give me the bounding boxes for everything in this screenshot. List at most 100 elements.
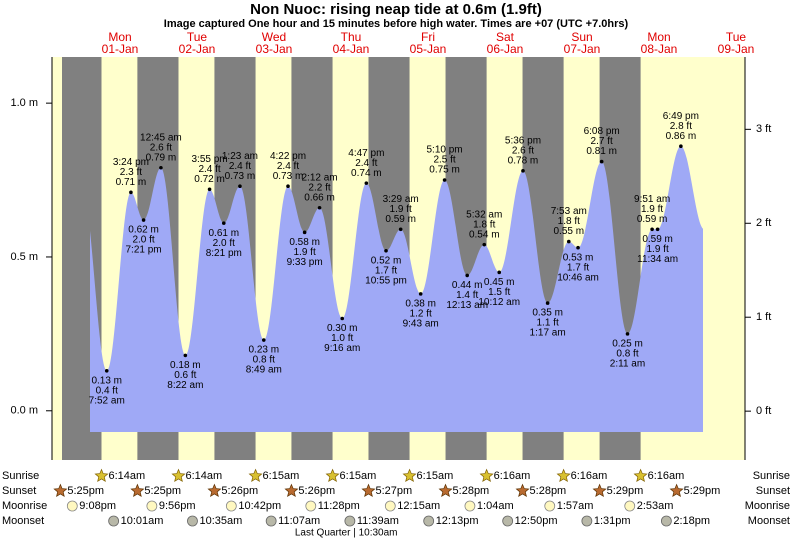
tide-point [221,221,226,225]
sunset-icon [53,483,68,498]
tide-label: 7:21 pm [126,245,162,256]
sun-set-time: 5:28pm [453,485,490,497]
y2-tick-label: 2 ft [756,217,771,229]
sunset-icon [207,483,222,498]
moonset-icon [660,515,672,527]
tide-label: 9:33 pm [287,257,323,268]
moonset-icon [344,515,356,527]
tide-label: 0.75 m [429,165,460,176]
tide-label: 1.7 ft [567,262,589,273]
tide-label: 1.8 ft [558,216,580,227]
sunset-icon [284,483,299,498]
tide-label: 0.55 m [554,226,585,237]
tide-label: 8:49 am [246,365,282,376]
tide-label: 1.0 ft [331,333,353,344]
tide-label: 12:13 am [446,300,488,311]
moon-set-time: 1:31pm [594,515,631,527]
day-name: Fri [421,30,435,44]
tide-label: 0.73 m [273,171,304,182]
day-date: 02-Jan [179,42,216,56]
chart-subtitle: Image captured One hour and 15 minutes b… [164,18,629,30]
tide-point [302,230,307,235]
day-name: Mon [108,30,131,44]
sunset-icon [361,483,376,498]
tide-label: 9:43 am [403,319,439,330]
y2-tick-label: 1 ft [756,311,771,323]
sun-set-time: 5:29pm [684,485,721,497]
tide-label: 10:46 am [557,272,599,283]
moonrise-icon [66,500,78,512]
tide-label: 10:55 pm [365,275,407,286]
tide-label: 0.73 m [225,171,256,182]
tide-point [442,178,447,182]
day-name: Sun [571,30,592,44]
tide-point [521,169,525,173]
tide-label: 2.3 ft [120,167,142,178]
sunrise-icon [479,468,494,483]
tide-label: 8:22 am [167,380,203,391]
sun-rise-time: 6:16am [571,470,608,482]
sun-set-row-label: Sunset [2,485,36,497]
tide-label: 2.0 ft [132,235,154,246]
tide-label: 6:49 pm [663,111,699,122]
sunrise-icon [248,468,263,483]
sunrise-icon [633,468,648,483]
sunrise-icon [325,468,340,483]
tide-label: 5:32 am [466,209,502,220]
moon-rise-time: 9:56pm [159,500,196,512]
day-date: 08-Jan [641,42,678,56]
day-date: 05-Jan [410,42,447,56]
tide-label: 2.2 ft [308,182,330,193]
tide-label: 2.4 ft [355,158,377,169]
tide-label: 2.8 ft [670,121,692,132]
moonrise-icon [384,500,396,512]
tide-label: 0.71 m [116,177,147,188]
tide-label: 1:23 am [222,151,258,162]
moon-set-time: 10:01am [121,515,164,527]
tide-label: 0.8 ft [616,349,638,360]
tide-label: 1.9 ft [390,204,412,215]
day-date: 04-Jan [333,42,370,56]
moon-set-time: 10:35am [199,515,242,527]
tide-point [340,316,345,321]
sun-rise-time: 6:16am [494,470,531,482]
sun-set-time: 5:28pm [530,485,567,497]
tide-point [679,144,683,149]
tide-point [599,159,604,164]
moon-rise-time: 11:28pm [318,500,360,512]
tide-label: 0.23 m [248,345,279,356]
tide-label: 3:55 pm [191,154,227,165]
sun-rise-row-label: Sunrise [2,470,39,482]
moonset-icon [502,515,514,527]
tide-label: 0.59 m [385,214,416,225]
tide-label: 0.35 m [532,308,563,319]
tide-label: 3:24 pm [113,157,149,168]
tide-label: 2:12 am [301,172,337,183]
tide-label: 0.18 m [170,360,201,371]
tide-point [545,301,550,305]
tide-label: 1.9 ft [641,204,663,215]
moon-rise-time: 10:42pm [238,500,281,512]
tide-label: 0.66 m [304,192,335,203]
sunset-icon [592,483,607,498]
tide-point [238,184,242,189]
tide-label: 0.30 m [327,323,358,334]
tide-point [207,187,212,192]
tide-label: 1.5 ft [488,287,510,298]
tide-point [482,242,487,247]
tide-label: 4:47 pm [348,148,384,159]
tide-label: 0.79 m [146,152,177,163]
sunset-icon [669,483,684,498]
moonset-icon [187,515,198,527]
tide-label: 0.86 m [666,131,697,142]
moon-set-time: 11:39am [357,515,399,527]
tide-label: 0.72 m [194,174,225,185]
sunrise-icon [94,468,109,483]
day-name: Wed [262,30,286,44]
tide-label: 6:08 pm [584,126,620,137]
tide-point [104,368,109,373]
moonrise-icon [225,500,237,512]
tide-label: 0.58 m [289,237,320,248]
sun-set-time: 5:25pm [144,485,181,497]
sun-set-time: 5:25pm [67,485,104,497]
